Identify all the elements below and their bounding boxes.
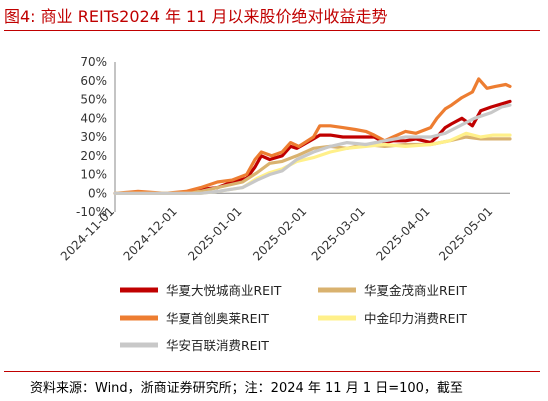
series-line: [113, 103, 512, 195]
source-note: 资料来源：Wind，浙商证券研究所；注：2024 年 11 月 1 日=100，…: [30, 381, 463, 396]
y-tick-label: -10%: [76, 205, 107, 219]
legend: 华夏大悦城商业REIT 华夏金茂商业REIT 华夏首创奥莱REIT 中金印力消费REI…: [120, 283, 467, 353]
y-tick-label: 40%: [80, 111, 107, 125]
y-tick-label: 10%: [80, 168, 107, 182]
y-tick-label: 20%: [80, 149, 107, 163]
plot-area: [113, 77, 512, 195]
legend-label: 华夏金茂商业REIT: [364, 283, 467, 298]
series-line: [113, 77, 512, 195]
y-tick-label: 0%: [88, 186, 107, 200]
y-tick-label: 30%: [80, 130, 107, 144]
x-tick-label: 2025-02-01: [250, 204, 309, 263]
legend-label: 华夏大悦城商业REIT: [166, 283, 282, 298]
x-axis: 2024-11-01 2024-12-01 2025-01-01 2025-02-01…: [58, 192, 510, 263]
line-chart: -10% 0% 10% 20% 30% 40% 50% 60% 70% 2024-11-01 20…: [58, 55, 512, 353]
x-tick-label: 2025-03-01: [309, 204, 368, 263]
x-tick-label: 2025-04-01: [373, 204, 432, 263]
legend-label: 华安百联消费REIT: [166, 338, 269, 353]
legend-label: 中金印力消费REIT: [364, 311, 467, 326]
source-rule: [4, 371, 540, 372]
y-tick-label: 70%: [80, 55, 107, 69]
x-tick-label: 2024-12-01: [121, 204, 180, 263]
y-tick-label: 60%: [80, 74, 107, 88]
legend-label: 华夏首创奥莱REIT: [166, 311, 269, 326]
x-tick-label: 2025-05-01: [436, 204, 495, 263]
title-rule: [4, 30, 540, 31]
series-line: [113, 135, 512, 195]
series-line: [113, 131, 512, 195]
y-axis: -10% 0% 10% 20% 30% 40% 50% 60% 70%: [76, 55, 116, 219]
x-tick-label: 2025-01-01: [185, 204, 244, 263]
y-tick-label: 50%: [80, 93, 107, 107]
figure-title: 图4: 商业 REITs2024 年 11 月以来股价绝对收益走势: [4, 7, 388, 26]
